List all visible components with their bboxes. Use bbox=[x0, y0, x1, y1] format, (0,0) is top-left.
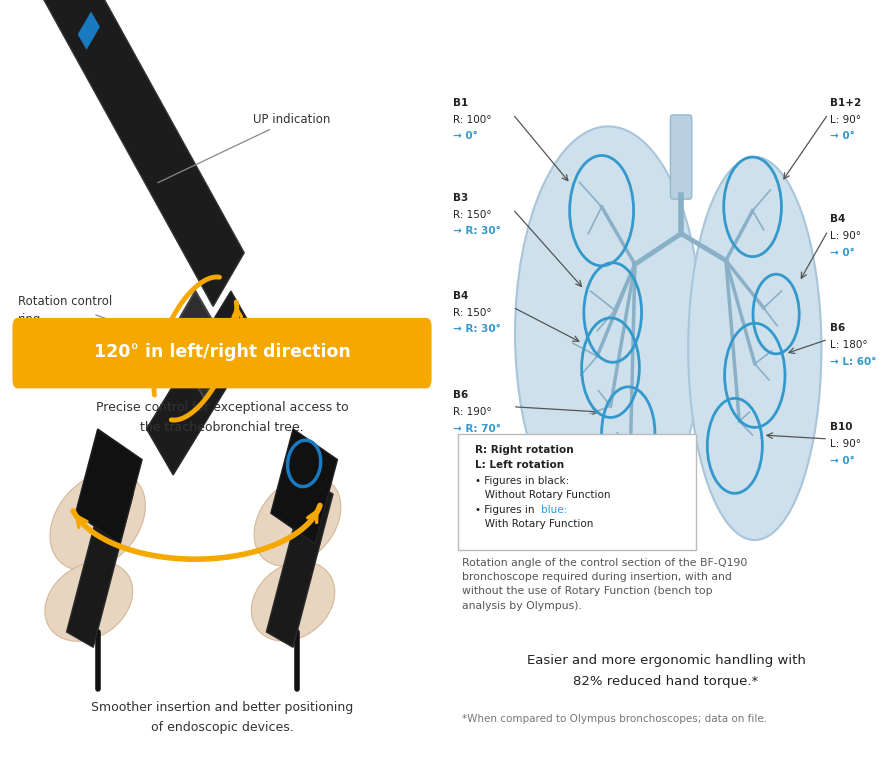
Text: → R: 30°: → R: 30° bbox=[453, 227, 501, 237]
Text: R: 190°: R: 190° bbox=[453, 408, 491, 417]
Text: B4: B4 bbox=[830, 214, 845, 224]
Ellipse shape bbox=[515, 126, 702, 540]
Ellipse shape bbox=[45, 561, 132, 641]
Polygon shape bbox=[169, 291, 231, 398]
Polygon shape bbox=[67, 479, 133, 647]
Text: → 0°: → 0° bbox=[830, 132, 855, 142]
Text: UP indication: UP indication bbox=[158, 113, 330, 182]
Text: • Figures in black:: • Figures in black: bbox=[475, 476, 569, 486]
Text: B6: B6 bbox=[830, 323, 845, 333]
Text: Without Rotary Function: Without Rotary Function bbox=[475, 490, 611, 500]
Text: B1: B1 bbox=[453, 98, 468, 108]
Text: → L: 60°: → L: 60° bbox=[830, 357, 876, 367]
Text: blue:: blue: bbox=[541, 506, 567, 516]
Text: B4: B4 bbox=[453, 291, 468, 301]
Text: • Figures in: • Figures in bbox=[475, 506, 538, 516]
Text: B3: B3 bbox=[453, 193, 468, 203]
FancyBboxPatch shape bbox=[12, 318, 432, 388]
Ellipse shape bbox=[688, 157, 821, 540]
Text: → 0°: → 0° bbox=[830, 248, 855, 258]
Text: L: 180°: L: 180° bbox=[830, 340, 868, 350]
Text: B1+2: B1+2 bbox=[830, 98, 861, 108]
Polygon shape bbox=[266, 479, 333, 647]
Text: Rotation control
ring: Rotation control ring bbox=[18, 295, 112, 326]
Text: R: Right rotation: R: Right rotation bbox=[475, 446, 574, 456]
Polygon shape bbox=[77, 11, 99, 50]
Text: *When compared to Olympus bronchoscopes; data on file.: *When compared to Olympus bronchoscopes;… bbox=[462, 713, 767, 724]
Text: Rotation angle of the control section of the BF-Q190
bronchoscope required durin: Rotation angle of the control section of… bbox=[462, 558, 747, 611]
Text: B6: B6 bbox=[453, 391, 468, 401]
FancyBboxPatch shape bbox=[458, 434, 696, 550]
Text: → R: 30°: → R: 30° bbox=[453, 325, 501, 335]
Text: Precise control for exceptional access to
the tracheobronchial tree.: Precise control for exceptional access t… bbox=[96, 401, 348, 434]
Text: B10: B10 bbox=[830, 423, 852, 433]
Text: L: Left rotation: L: Left rotation bbox=[475, 460, 564, 470]
Text: R: 150°: R: 150° bbox=[453, 210, 491, 220]
Ellipse shape bbox=[50, 471, 146, 571]
Text: → 0°: → 0° bbox=[453, 132, 478, 142]
Text: → 0°: → 0° bbox=[830, 457, 855, 466]
Text: With Rotary Function: With Rotary Function bbox=[475, 519, 593, 529]
Text: R: 100°: R: 100° bbox=[453, 115, 491, 125]
Polygon shape bbox=[75, 429, 142, 544]
Ellipse shape bbox=[254, 476, 341, 566]
Text: Easier and more ergonomic handling with: Easier and more ergonomic handling with bbox=[527, 654, 805, 666]
FancyBboxPatch shape bbox=[670, 115, 692, 199]
Text: L: 90°: L: 90° bbox=[830, 440, 861, 450]
Text: 82% reduced hand torque.*: 82% reduced hand torque.* bbox=[574, 676, 758, 688]
Ellipse shape bbox=[251, 561, 335, 641]
Text: → R: 70°: → R: 70° bbox=[453, 424, 501, 434]
Text: L: 90°: L: 90° bbox=[830, 115, 861, 125]
Polygon shape bbox=[147, 291, 258, 475]
Polygon shape bbox=[271, 429, 337, 544]
Text: R: 150°: R: 150° bbox=[453, 308, 491, 318]
Text: 120° in left/right direction: 120° in left/right direction bbox=[93, 343, 351, 362]
Polygon shape bbox=[36, 0, 244, 306]
Text: Smoother insertion and better positioning
of endoscopic devices.: Smoother insertion and better positionin… bbox=[91, 701, 353, 735]
Text: L: 90°: L: 90° bbox=[830, 231, 861, 241]
